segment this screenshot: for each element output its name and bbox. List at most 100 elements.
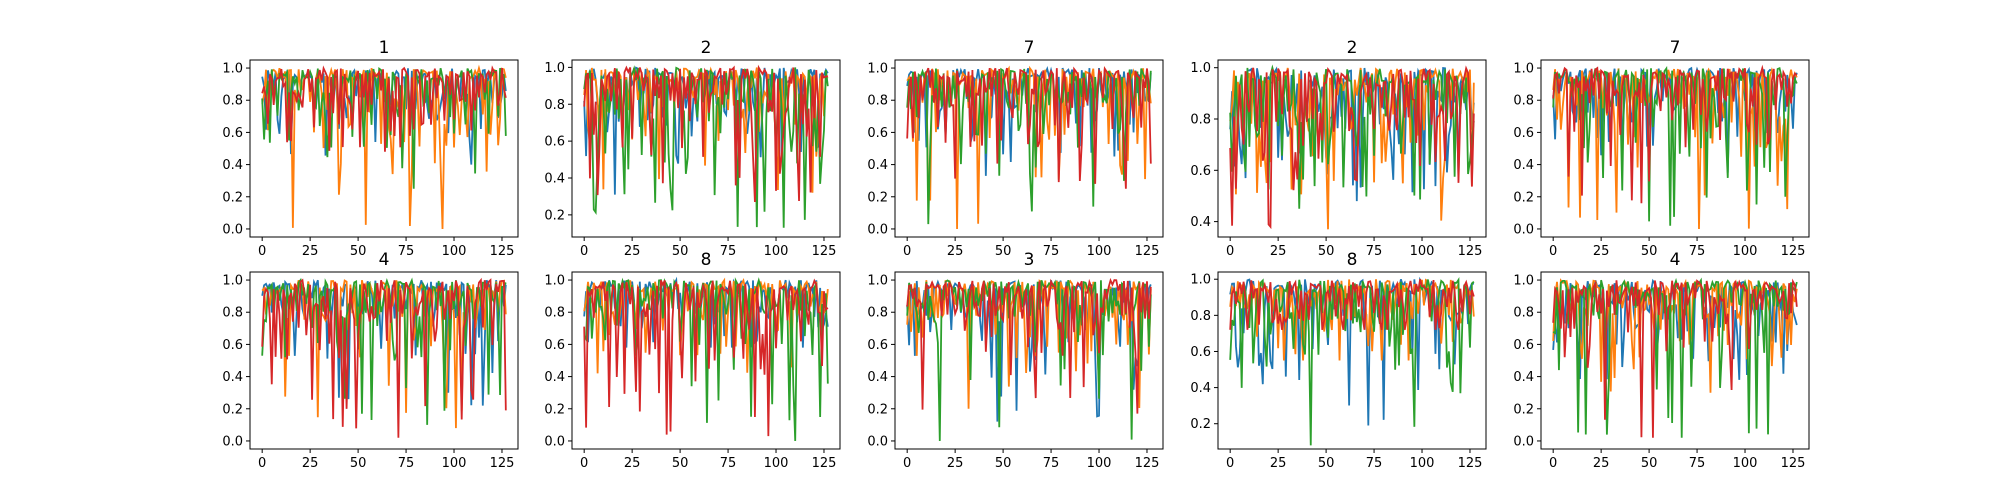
x-tick-label: 75 xyxy=(720,244,737,259)
x-tick-label: 100 xyxy=(764,244,789,259)
y-tick-label: 1.0 xyxy=(1190,61,1211,76)
subplot-8: 3 0.0 0.2 0.4 0.6 0.8 1.0 0 25 50 75 100 125 xyxy=(867,250,1164,471)
subplot-title: 8 xyxy=(1347,250,1358,270)
y-tick-label: 0.2 xyxy=(1190,417,1211,432)
subplot-2: 2 0.2 0.4 0.6 0.8 1.0 0 25 50 75 100 125 xyxy=(544,38,841,259)
x-tick-label: 50 xyxy=(1641,456,1658,471)
x-tick-label: 125 xyxy=(1458,456,1483,471)
y-tick-label: 0.6 xyxy=(1190,164,1211,179)
y-tick-label: 1.0 xyxy=(867,62,888,77)
y-tick-label: 0.4 xyxy=(544,370,565,385)
series-line-2 xyxy=(1552,278,1798,393)
subplot-title: 7 xyxy=(1670,38,1681,58)
y-tick-label: 0.8 xyxy=(1190,309,1211,324)
x-tick-label: 100 xyxy=(1410,244,1435,259)
series-line-3 xyxy=(583,65,829,228)
series-line-4 xyxy=(261,277,507,438)
x-tick-label: 0 xyxy=(903,456,911,471)
y-tick-label: 0.2 xyxy=(222,402,243,417)
y-tick-label: 0.2 xyxy=(544,402,565,417)
series-line-4 xyxy=(261,65,507,152)
axes-frame xyxy=(1540,59,1810,238)
y-tick-label: 0.8 xyxy=(1513,306,1534,321)
x-tick-label: 25 xyxy=(947,244,964,259)
subplot-title: 2 xyxy=(1347,38,1358,58)
y-tick-label: 0.4 xyxy=(222,370,243,385)
x-tick-label: 25 xyxy=(624,244,641,259)
y-tick-label: 1.0 xyxy=(1513,62,1534,77)
x-tick-label: 125 xyxy=(1781,244,1806,259)
y-tick-label: 0.8 xyxy=(544,306,565,321)
x-tick-label: 25 xyxy=(1593,244,1610,259)
axes-frame xyxy=(894,271,1164,450)
x-tick-label: 75 xyxy=(398,456,415,471)
y-tick-label: 0.6 xyxy=(544,135,565,150)
y-tick-label: 0.6 xyxy=(1190,345,1211,360)
y-tick-label: 0.2 xyxy=(222,190,243,205)
x-tick-label: 75 xyxy=(1043,244,1060,259)
series-line-4 xyxy=(906,277,1152,414)
y-tick-label: 0.0 xyxy=(544,434,565,449)
x-tick-label: 50 xyxy=(350,456,367,471)
y-tick-label: 0.4 xyxy=(1190,215,1211,230)
x-tick-label: 0 xyxy=(1549,456,1557,471)
series-line-4 xyxy=(1552,278,1798,438)
subplot-title: 7 xyxy=(1024,38,1035,58)
y-tick-label: 1.0 xyxy=(1190,273,1211,288)
y-tick-label: 0.2 xyxy=(544,208,565,223)
x-tick-label: 100 xyxy=(1733,456,1758,471)
x-tick-label: 0 xyxy=(1549,244,1557,259)
axes-frame xyxy=(571,271,841,450)
axes-frame xyxy=(894,59,1164,238)
x-tick-label: 50 xyxy=(672,456,689,471)
x-tick-label: 125 xyxy=(490,244,515,259)
x-tick-label: 0 xyxy=(903,244,911,259)
x-tick-label: 0 xyxy=(580,244,588,259)
subplot-6: 4 0.0 0.2 0.4 0.6 0.8 1.0 0 25 50 75 100 125 xyxy=(222,250,519,471)
x-tick-label: 125 xyxy=(812,456,837,471)
axes-frame xyxy=(571,59,841,238)
y-tick-label: 0.4 xyxy=(867,370,888,385)
x-tick-label: 50 xyxy=(995,456,1012,471)
x-tick-label: 25 xyxy=(1593,456,1610,471)
x-tick-label: 75 xyxy=(720,456,737,471)
axes-frame xyxy=(1540,271,1810,450)
y-tick-label: 1.0 xyxy=(1513,274,1534,289)
x-tick-label: 0 xyxy=(258,244,266,259)
subplot-title: 1 xyxy=(379,38,390,58)
subplot-title: 4 xyxy=(1670,250,1681,270)
y-tick-label: 0.4 xyxy=(1513,158,1534,173)
x-tick-label: 25 xyxy=(624,456,641,471)
subplot-4: 2 0.4 0.6 0.8 1.0 0 25 50 75 100 125 xyxy=(1190,38,1487,259)
x-tick-label: 50 xyxy=(995,244,1012,259)
x-tick-label: 50 xyxy=(1318,456,1335,471)
y-tick-label: 0.0 xyxy=(1513,434,1534,449)
x-tick-label: 75 xyxy=(1366,244,1383,259)
axes-frame xyxy=(1217,271,1487,450)
x-tick-label: 25 xyxy=(1270,244,1287,259)
subplot-9: 8 0.2 0.4 0.6 0.8 1.0 0 25 50 75 100 125 xyxy=(1190,250,1487,471)
y-tick-label: 0.0 xyxy=(222,222,243,237)
subplot-10: 4 0.0 0.2 0.4 0.6 0.8 1.0 0 25 50 75 100 125 xyxy=(1513,250,1810,471)
series-line-3 xyxy=(261,277,507,425)
y-tick-label: 1.0 xyxy=(222,274,243,289)
x-tick-label: 100 xyxy=(442,244,467,259)
series-line-4 xyxy=(583,278,829,437)
x-tick-label: 125 xyxy=(1135,244,1160,259)
x-tick-label: 100 xyxy=(1087,456,1112,471)
x-tick-label: 75 xyxy=(1366,456,1383,471)
y-tick-label: 0.4 xyxy=(867,158,888,173)
series-line-4 xyxy=(906,66,1152,189)
series-line-4 xyxy=(1229,65,1475,230)
x-tick-label: 50 xyxy=(1641,244,1658,259)
y-tick-label: 0.2 xyxy=(867,190,888,205)
y-tick-label: 0.4 xyxy=(544,172,565,187)
x-tick-label: 125 xyxy=(490,456,515,471)
x-tick-label: 75 xyxy=(1043,456,1060,471)
y-tick-label: 1.0 xyxy=(544,61,565,76)
y-tick-label: 0.8 xyxy=(1513,94,1534,109)
subplot-5: 7 0.0 0.2 0.4 0.6 0.8 1.0 0 25 50 75 100 125 xyxy=(1513,38,1810,259)
x-tick-label: 100 xyxy=(1733,244,1758,259)
y-tick-label: 0.4 xyxy=(1190,381,1211,396)
